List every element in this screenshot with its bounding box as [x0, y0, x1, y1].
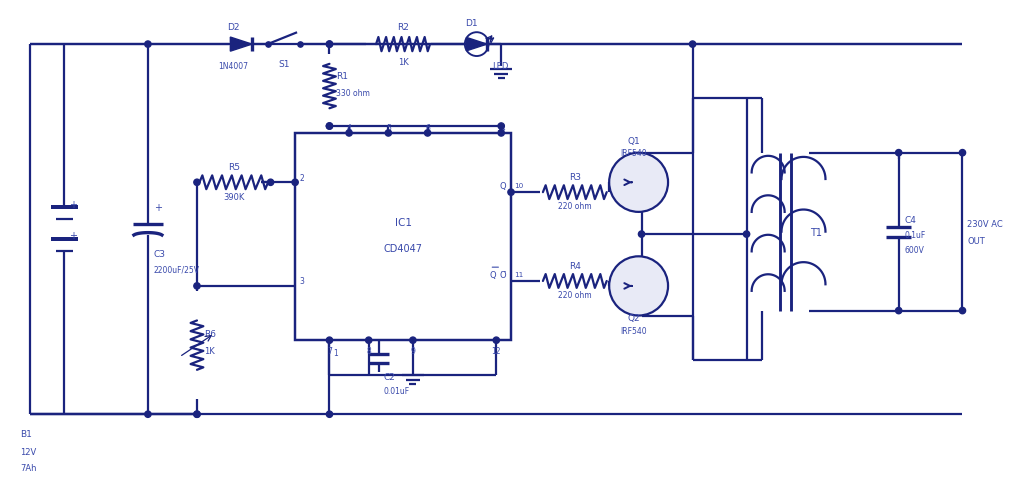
Text: 12V: 12V	[20, 447, 36, 456]
Text: CD4047: CD4047	[383, 244, 423, 254]
Text: 2200uF/25V: 2200uF/25V	[153, 265, 200, 273]
Circle shape	[960, 150, 966, 156]
Text: 8: 8	[366, 347, 371, 355]
Text: Q2: Q2	[628, 313, 640, 322]
Text: 390K: 390K	[223, 192, 244, 201]
Text: 0.1uF: 0.1uF	[904, 230, 926, 240]
Circle shape	[144, 411, 151, 418]
Text: D1: D1	[465, 19, 478, 28]
Text: R5: R5	[228, 163, 240, 172]
Text: 7Ah: 7Ah	[20, 463, 36, 472]
Text: R2: R2	[398, 23, 409, 32]
Text: 7: 7	[327, 347, 332, 355]
Text: +: +	[70, 230, 78, 241]
Text: LED: LED	[492, 62, 509, 71]
Circle shape	[326, 42, 333, 48]
Circle shape	[385, 131, 391, 137]
Text: 2: 2	[299, 173, 304, 182]
Text: Q1: Q1	[628, 137, 640, 146]
Circle shape	[144, 42, 151, 48]
Circle shape	[326, 42, 333, 48]
Circle shape	[498, 131, 504, 137]
Text: 1K: 1K	[398, 58, 409, 67]
Polygon shape	[230, 38, 252, 52]
Text: 3: 3	[299, 277, 304, 286]
Circle shape	[425, 131, 431, 137]
Circle shape	[960, 308, 966, 314]
Text: S1: S1	[278, 60, 290, 69]
Text: R6: R6	[204, 329, 216, 338]
Circle shape	[194, 180, 200, 186]
Text: Q: Q	[499, 182, 507, 190]
Text: +: +	[153, 203, 161, 213]
Text: R4: R4	[569, 261, 581, 270]
Text: 5: 5	[385, 123, 390, 132]
Circle shape	[326, 337, 333, 344]
Text: 1K: 1K	[204, 346, 215, 355]
Text: 220 ohm: 220 ohm	[558, 202, 591, 211]
Text: OUT: OUT	[968, 237, 985, 245]
Polygon shape	[466, 38, 487, 52]
Text: +: +	[70, 199, 78, 209]
FancyBboxPatch shape	[295, 134, 511, 340]
Circle shape	[346, 131, 352, 137]
Circle shape	[267, 180, 273, 186]
Text: C4: C4	[904, 216, 916, 225]
Text: IRF540: IRF540	[621, 149, 647, 158]
Circle shape	[292, 180, 299, 186]
Text: 230V AC: 230V AC	[968, 220, 1003, 229]
Text: 4: 4	[347, 123, 351, 132]
Text: 10: 10	[514, 183, 524, 189]
Text: O̅: O̅	[499, 270, 507, 279]
Text: 12: 12	[491, 347, 501, 355]
Circle shape	[498, 123, 504, 130]
Text: 9: 9	[411, 347, 416, 355]
Text: C2: C2	[383, 372, 396, 381]
Circle shape	[326, 123, 333, 130]
Circle shape	[326, 411, 333, 418]
Circle shape	[194, 411, 200, 418]
Circle shape	[194, 283, 200, 289]
Circle shape	[410, 337, 416, 344]
Circle shape	[326, 123, 333, 130]
Circle shape	[609, 257, 668, 316]
Circle shape	[896, 150, 902, 156]
Text: 1N4007: 1N4007	[218, 62, 248, 71]
Circle shape	[493, 337, 499, 344]
Circle shape	[896, 308, 902, 314]
Text: C3: C3	[153, 250, 165, 259]
Text: R3: R3	[569, 172, 581, 182]
Text: D2: D2	[227, 23, 239, 32]
Circle shape	[365, 337, 372, 344]
Circle shape	[744, 231, 750, 238]
Circle shape	[609, 153, 668, 212]
Text: 330 ohm: 330 ohm	[336, 89, 370, 98]
Circle shape	[508, 190, 515, 196]
Circle shape	[689, 42, 696, 48]
Text: 6: 6	[425, 123, 430, 132]
Text: 1: 1	[333, 348, 338, 357]
Text: 11: 11	[514, 272, 524, 277]
Text: R1: R1	[336, 72, 348, 80]
Text: T1: T1	[810, 227, 822, 237]
Text: 220 ohm: 220 ohm	[558, 291, 591, 300]
Text: B1: B1	[20, 430, 32, 439]
Circle shape	[194, 411, 200, 418]
Text: Q: Q	[489, 270, 496, 279]
Text: 14: 14	[496, 123, 507, 132]
Circle shape	[639, 231, 645, 238]
Text: IRF540: IRF540	[621, 326, 647, 335]
Text: 0.01uF: 0.01uF	[383, 386, 410, 395]
Text: 600V: 600V	[904, 245, 924, 255]
Text: IC1: IC1	[395, 217, 412, 227]
